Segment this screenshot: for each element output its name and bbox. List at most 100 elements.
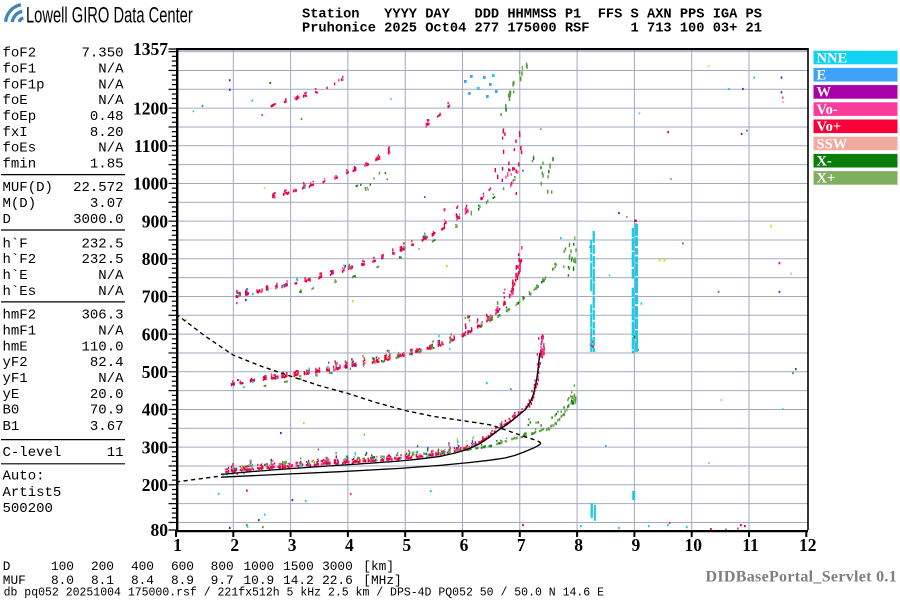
svg-text:232.5: 232.5 — [81, 236, 123, 252]
svg-text:0.48: 0.48 — [90, 109, 124, 125]
svg-text:Pruhonice 2025 Oct04 277 17500: Pruhonice 2025 Oct04 277 175000 RSF 1 71… — [302, 22, 762, 37]
svg-text:10: 10 — [684, 535, 702, 555]
svg-text:h`E: h`E — [3, 268, 28, 284]
svg-text:Auto:: Auto: — [3, 469, 45, 485]
svg-text:8.4: 8.4 — [131, 573, 154, 588]
svg-text:W: W — [817, 85, 832, 101]
svg-text:600: 600 — [171, 559, 194, 574]
svg-text:6: 6 — [460, 535, 469, 555]
svg-text:B0: B0 — [3, 403, 20, 419]
svg-text:8.20: 8.20 — [90, 125, 124, 141]
svg-text:306.3: 306.3 — [81, 308, 123, 324]
svg-text:NNE: NNE — [817, 50, 848, 66]
svg-text:Lowell GIRO Data Center: Lowell GIRO Data Center — [26, 3, 193, 28]
svg-text:hmE: hmE — [3, 339, 28, 355]
svg-text:N/A: N/A — [98, 371, 124, 387]
svg-text:500200: 500200 — [3, 501, 53, 517]
svg-text:3.07: 3.07 — [90, 196, 124, 212]
svg-text:SSW: SSW — [817, 136, 848, 152]
svg-text:232.5: 232.5 — [81, 252, 123, 268]
svg-text:[km]: [km] — [363, 559, 394, 574]
svg-text:N/A: N/A — [98, 323, 124, 339]
svg-text:900: 900 — [142, 211, 169, 231]
svg-text:E: E — [817, 68, 827, 84]
svg-text:Artist5: Artist5 — [3, 485, 62, 501]
svg-text:200: 200 — [91, 559, 114, 574]
svg-text:22.572: 22.572 — [73, 180, 123, 196]
svg-text:500: 500 — [142, 362, 169, 382]
svg-text:14.2: 14.2 — [283, 573, 314, 588]
svg-text:110.0: 110.0 — [81, 339, 123, 355]
svg-text:7.350: 7.350 — [81, 46, 123, 62]
svg-text:db pq052 20251004 175000.rsf /: db pq052 20251004 175000.rsf / 221fx512h… — [4, 586, 604, 599]
svg-text:DIDBasePortal_Servlet 0.1: DIDBasePortal_Servlet 0.1 — [706, 569, 897, 586]
svg-text:8.9: 8.9 — [171, 573, 194, 588]
svg-text:yF1: yF1 — [3, 371, 28, 387]
svg-text:9: 9 — [632, 535, 641, 555]
svg-text:MUF: MUF — [3, 573, 26, 588]
svg-text:foE: foE — [3, 93, 28, 109]
svg-text:8.0: 8.0 — [51, 573, 74, 588]
svg-text:10.9: 10.9 — [243, 573, 274, 588]
svg-text:1: 1 — [173, 535, 182, 555]
svg-text:M(D): M(D) — [3, 196, 37, 212]
svg-text:700: 700 — [142, 287, 169, 307]
svg-text:22.6: 22.6 — [322, 573, 353, 588]
svg-text:20.0: 20.0 — [90, 387, 124, 403]
svg-text:N/A: N/A — [98, 62, 124, 78]
svg-text:yE: yE — [3, 387, 20, 403]
svg-text:h`Es: h`Es — [3, 284, 37, 300]
svg-text:70.9: 70.9 — [90, 403, 124, 419]
svg-text:N/A: N/A — [98, 141, 124, 157]
svg-text:C-level: C-level — [3, 445, 62, 461]
svg-text:3.67: 3.67 — [90, 419, 124, 435]
svg-text:1000: 1000 — [133, 174, 168, 194]
svg-text:D: D — [3, 212, 11, 228]
svg-text:100: 100 — [51, 559, 74, 574]
svg-text:h`F2: h`F2 — [3, 252, 37, 268]
svg-text:foF1p: foF1p — [3, 77, 45, 93]
svg-text:D: D — [3, 559, 11, 574]
svg-text:3000: 3000 — [322, 559, 353, 574]
svg-text:foF1: foF1 — [3, 62, 37, 78]
svg-text:1500: 1500 — [283, 559, 314, 574]
svg-text:9.7: 9.7 — [211, 573, 234, 588]
svg-text:400: 400 — [131, 559, 154, 574]
svg-text:8: 8 — [574, 535, 583, 555]
svg-text:foEs: foEs — [3, 141, 37, 157]
svg-text:N/A: N/A — [98, 268, 124, 284]
svg-text:foF2: foF2 — [3, 46, 37, 62]
svg-text:[MHz]: [MHz] — [363, 573, 401, 588]
svg-text:h`F: h`F — [3, 236, 28, 252]
svg-text:5: 5 — [402, 535, 411, 555]
svg-text:1100: 1100 — [134, 136, 168, 156]
svg-text:800: 800 — [211, 559, 234, 574]
svg-text:400: 400 — [142, 400, 169, 420]
svg-text:MUF(D): MUF(D) — [3, 180, 53, 196]
svg-text:200: 200 — [142, 475, 169, 495]
svg-text:hmF2: hmF2 — [3, 308, 37, 324]
svg-text:1357: 1357 — [133, 39, 168, 59]
svg-text:2: 2 — [230, 535, 239, 555]
svg-text:3000.0: 3000.0 — [73, 212, 123, 228]
svg-text:7: 7 — [517, 535, 526, 555]
svg-text:82.4: 82.4 — [90, 355, 124, 371]
svg-text:1000: 1000 — [243, 559, 274, 574]
svg-text:11: 11 — [742, 535, 759, 555]
svg-text:4: 4 — [345, 535, 354, 555]
svg-text:1200: 1200 — [133, 98, 168, 118]
svg-text:600: 600 — [142, 324, 169, 344]
svg-text:Vo+: Vo+ — [817, 119, 842, 135]
svg-text:80: 80 — [151, 520, 169, 540]
svg-text:N/A: N/A — [98, 93, 124, 109]
svg-text:3: 3 — [288, 535, 297, 555]
svg-text:X+: X+ — [817, 171, 836, 187]
svg-text:X-: X- — [817, 154, 832, 170]
svg-text:B1: B1 — [3, 419, 20, 435]
svg-text:800: 800 — [142, 249, 169, 269]
svg-text:Station YYYY DAY DDD HHMMS: Station YYYY DAY DDD HHMMSS P1 FFS S AXN… — [302, 8, 762, 23]
svg-text:11: 11 — [107, 445, 124, 461]
svg-text:hmF1: hmF1 — [3, 323, 37, 339]
svg-text:foEp: foEp — [3, 109, 37, 125]
svg-text:8.1: 8.1 — [91, 573, 114, 588]
